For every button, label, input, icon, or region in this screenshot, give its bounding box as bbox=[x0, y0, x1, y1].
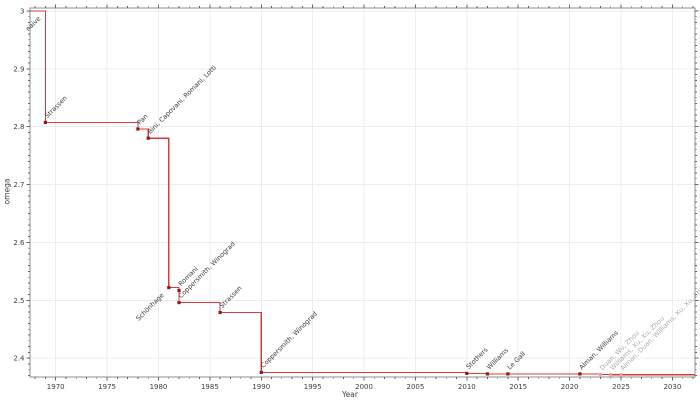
x-tick-label: 1995 bbox=[304, 383, 322, 391]
point-marker bbox=[506, 372, 510, 376]
point-marker bbox=[259, 370, 263, 374]
point-marker bbox=[218, 310, 222, 315]
x-tick-label: 2000 bbox=[355, 383, 373, 391]
series-line bbox=[30, 10, 695, 376]
y-tick-label: 2.7 bbox=[13, 181, 24, 189]
point-marker bbox=[136, 127, 140, 131]
x-tick-label: 2015 bbox=[509, 383, 527, 391]
point-marker bbox=[43, 120, 47, 124]
point-marker bbox=[598, 372, 602, 377]
x-tick-label: 1990 bbox=[252, 383, 270, 391]
point-label: Bini, Capovani, Romani, Lotti bbox=[146, 64, 218, 136]
y-tick-label: 2.8 bbox=[13, 123, 24, 131]
y-tick-label: 3 bbox=[20, 7, 24, 15]
x-tick-label: 1975 bbox=[98, 383, 116, 391]
point-marker bbox=[465, 371, 469, 375]
point-label: Schönhage bbox=[134, 291, 165, 322]
point-marker bbox=[609, 373, 613, 377]
x-tick-label: 2025 bbox=[612, 383, 630, 391]
point-marker bbox=[177, 301, 181, 305]
x-tick-label: 2030 bbox=[663, 383, 681, 391]
point-marker bbox=[167, 286, 171, 290]
x-tick-label: 2005 bbox=[407, 383, 425, 391]
point-label: Williams, Xu, Xu, Zhou bbox=[608, 314, 666, 372]
point-label: naive bbox=[24, 15, 42, 33]
y-axis-title: omega bbox=[2, 178, 12, 205]
point-marker bbox=[177, 288, 181, 293]
point-label: Coppersmith, Winograd bbox=[259, 310, 319, 370]
point-marker bbox=[485, 372, 489, 376]
x-tick-label: 1985 bbox=[201, 383, 219, 391]
x-tick-label: 1980 bbox=[150, 383, 168, 391]
plot-frame bbox=[29, 7, 696, 378]
y-tick-label: 2.5 bbox=[13, 297, 24, 305]
x-tick-label: 1970 bbox=[47, 383, 65, 391]
point-label: Strassen bbox=[218, 284, 244, 310]
y-tick-label: 2.6 bbox=[13, 239, 25, 247]
y-tick-label: 2.4 bbox=[13, 355, 25, 363]
x-tick-label: 2010 bbox=[458, 383, 476, 391]
point-label: Coppersmith, Winograd bbox=[177, 240, 237, 300]
point-marker bbox=[578, 372, 582, 376]
x-axis-title: Year bbox=[342, 390, 358, 399]
point-marker bbox=[619, 373, 623, 377]
point-marker bbox=[146, 136, 150, 140]
x-tick-label: 2020 bbox=[561, 383, 579, 391]
y-tick-label: 2.9 bbox=[13, 65, 24, 73]
